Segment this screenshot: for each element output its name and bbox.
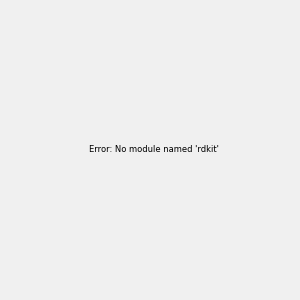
Text: Error: No module named 'rdkit': Error: No module named 'rdkit' [89, 145, 219, 154]
